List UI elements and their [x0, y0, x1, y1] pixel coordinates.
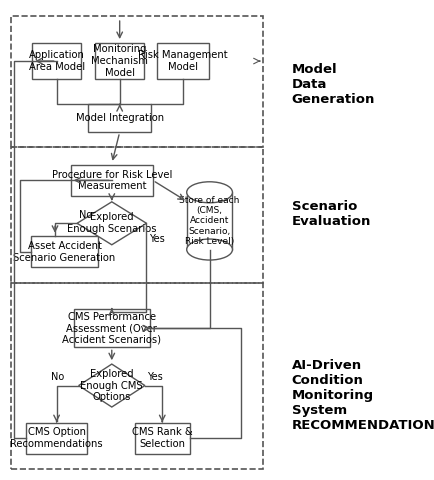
Text: CMS Option
Recommendations: CMS Option Recommendations	[10, 427, 103, 449]
FancyBboxPatch shape	[26, 422, 87, 454]
Text: Procedure for Risk Level
Measurement: Procedure for Risk Level Measurement	[52, 169, 171, 191]
Text: CMS Performance
Assessment (Over
Accident Scenarios): CMS Performance Assessment (Over Acciden…	[62, 312, 161, 345]
Text: Asset Accident
Scenario Generation: Asset Accident Scenario Generation	[13, 241, 115, 263]
FancyBboxPatch shape	[95, 43, 144, 79]
FancyBboxPatch shape	[71, 165, 152, 196]
FancyBboxPatch shape	[31, 237, 97, 267]
Text: Model
Data
Generation: Model Data Generation	[291, 63, 374, 107]
Text: Yes: Yes	[147, 372, 163, 382]
Text: Monitoring
Mechanism
Model: Monitoring Mechanism Model	[91, 45, 148, 78]
Text: CMS Rank &
Selection: CMS Rank & Selection	[132, 427, 192, 449]
Text: AI-Driven
Condition
Monitoring
System
RECOMMENDATION: AI-Driven Condition Monitoring System RE…	[291, 359, 434, 432]
Text: Model Integration: Model Integration	[76, 113, 163, 123]
Text: Scenario
Evaluation: Scenario Evaluation	[291, 200, 370, 228]
FancyBboxPatch shape	[186, 192, 232, 250]
Text: No: No	[51, 372, 64, 382]
FancyBboxPatch shape	[88, 105, 151, 132]
Text: Risk Management
Model: Risk Management Model	[138, 50, 227, 72]
Text: No: No	[79, 210, 92, 220]
Text: Store of each
(CMS,
Accident
Scenario,
Risk Level): Store of each (CMS, Accident Scenario, R…	[179, 196, 239, 246]
Text: Application
Area Model: Application Area Model	[29, 50, 85, 72]
Polygon shape	[79, 364, 145, 407]
Ellipse shape	[186, 182, 232, 203]
FancyBboxPatch shape	[74, 309, 149, 348]
Text: Explored
Enough CMS
Options: Explored Enough CMS Options	[80, 369, 143, 402]
FancyBboxPatch shape	[135, 422, 189, 454]
Polygon shape	[77, 202, 146, 245]
FancyBboxPatch shape	[32, 43, 81, 79]
Text: Yes: Yes	[149, 234, 164, 244]
Text: Explored
Enough Scenarios: Explored Enough Scenarios	[67, 213, 156, 234]
Ellipse shape	[186, 239, 232, 260]
FancyBboxPatch shape	[156, 43, 208, 79]
